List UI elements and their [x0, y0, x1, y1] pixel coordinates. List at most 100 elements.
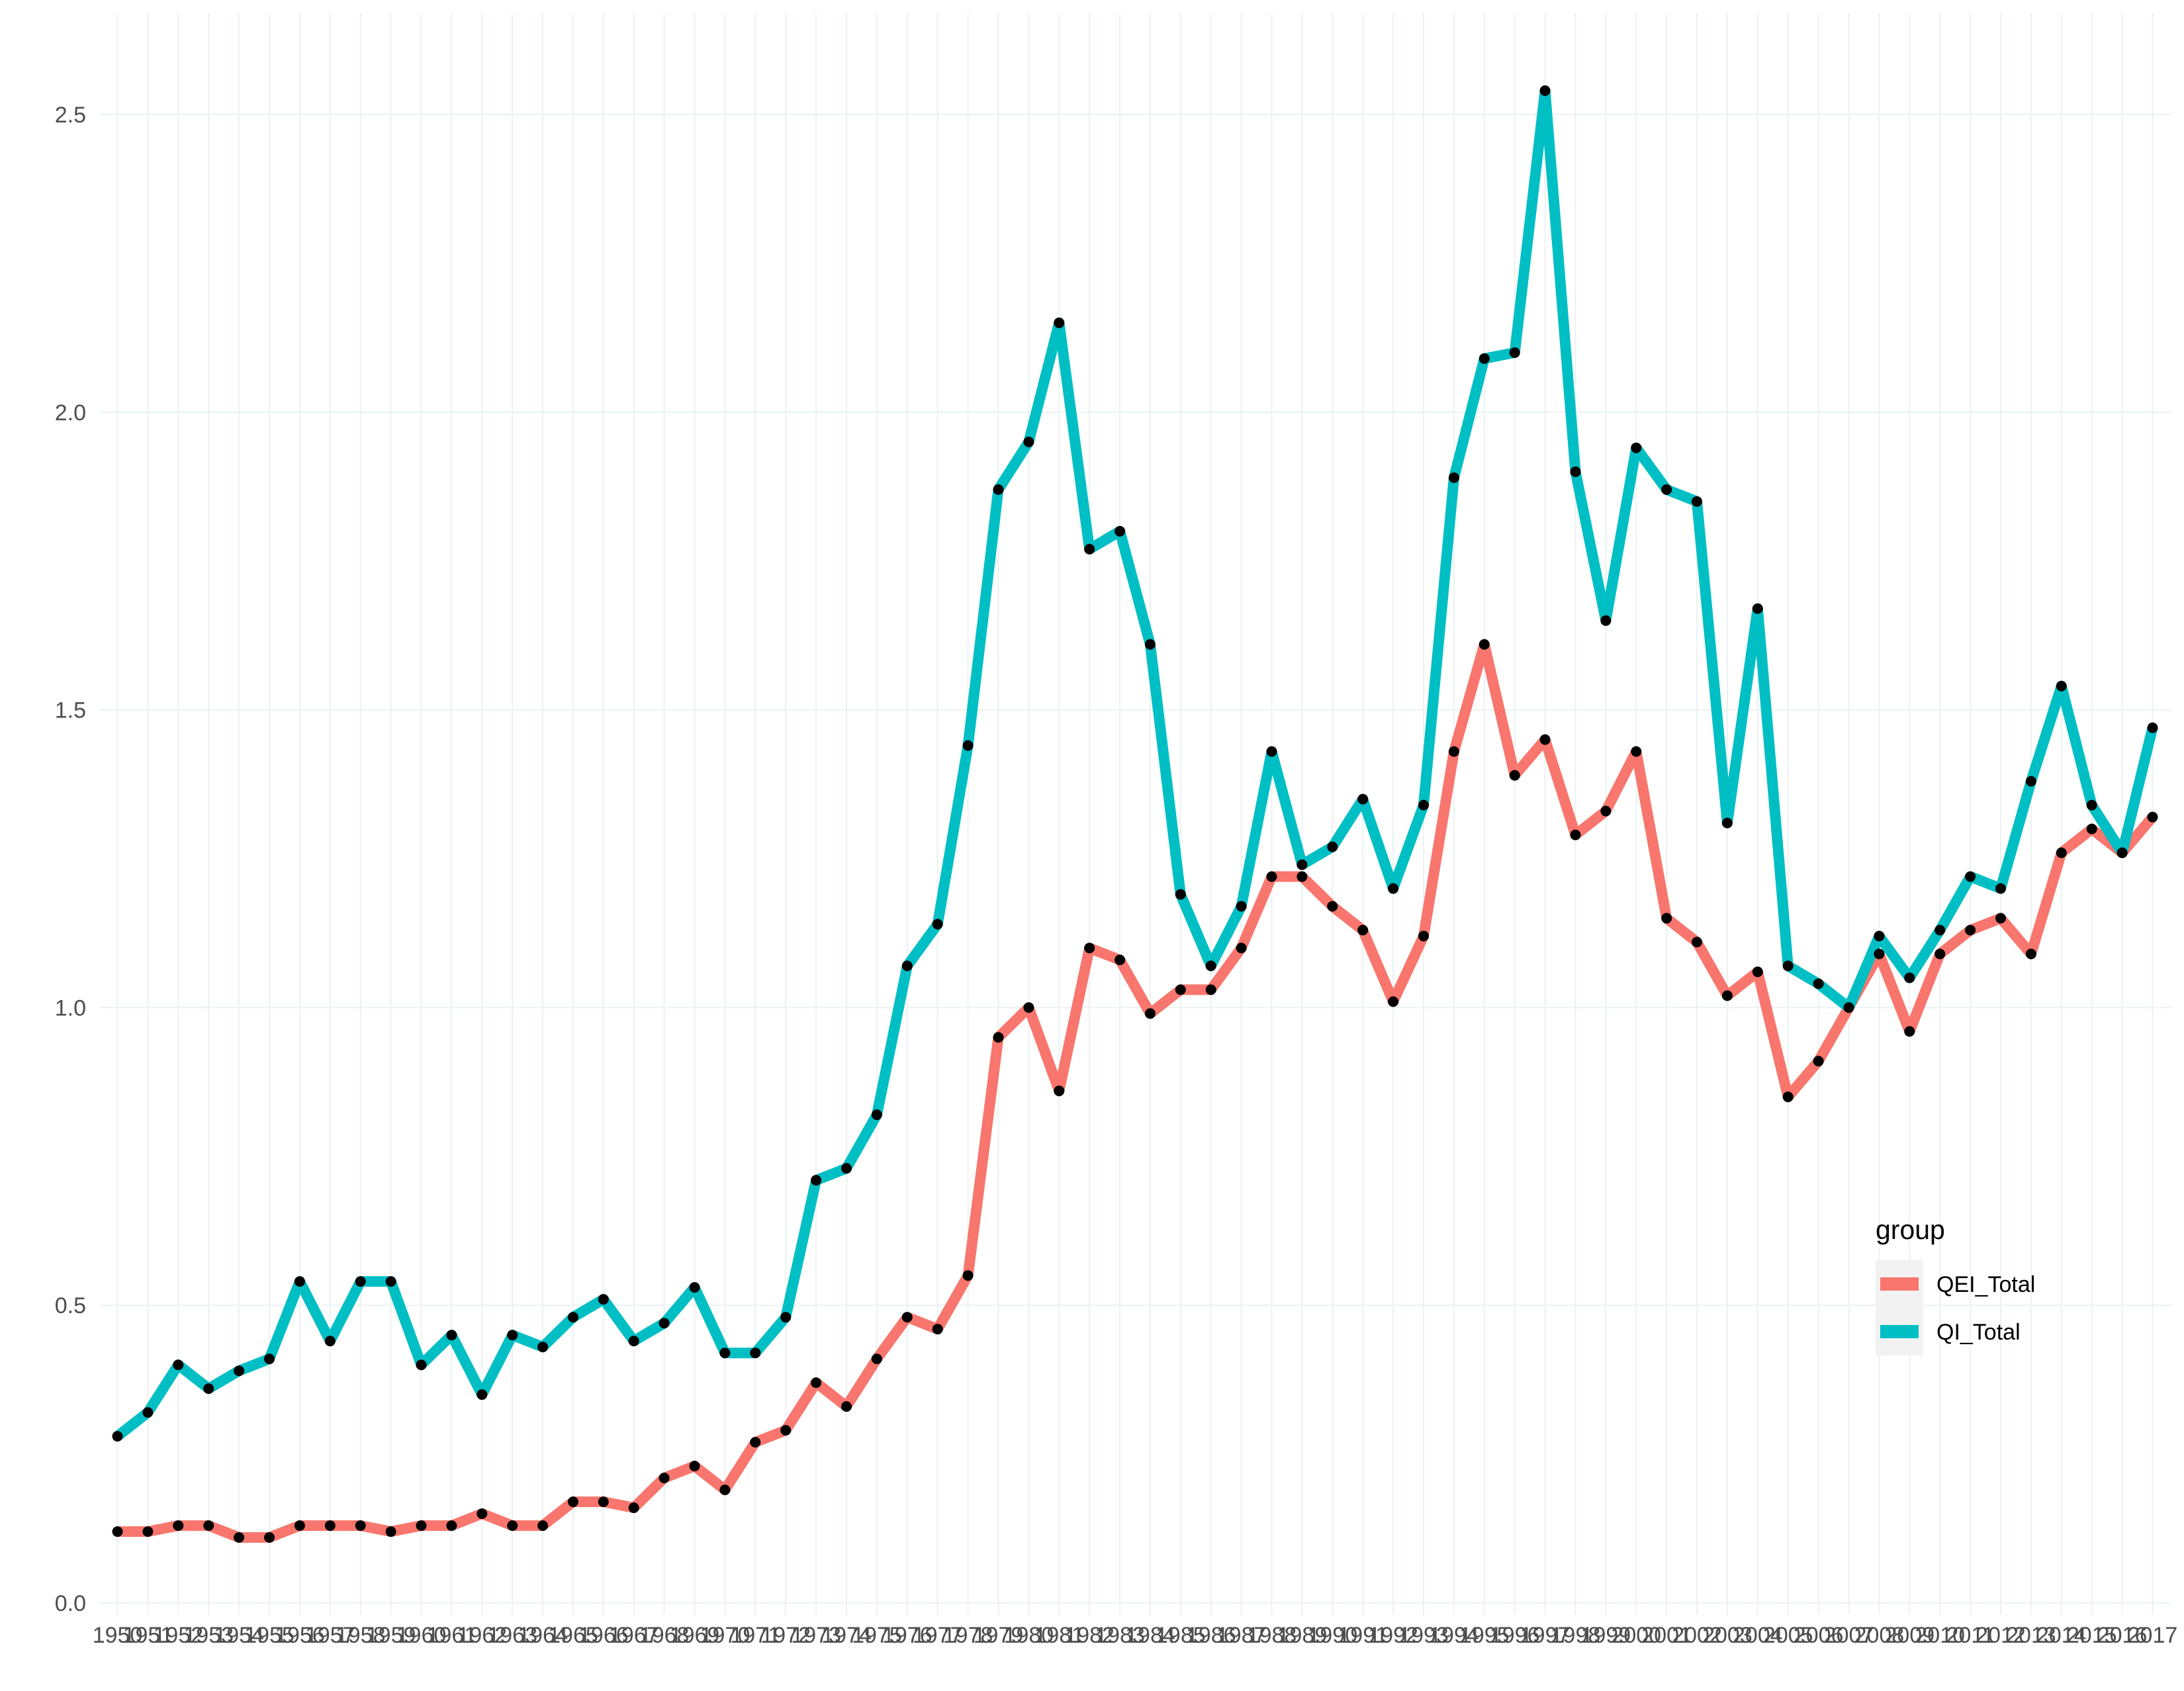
data-point-qei-total	[2025, 948, 2036, 960]
x-tick-label: 2007	[1824, 1623, 1874, 1648]
data-point-qi-total	[568, 1312, 578, 1323]
data-point-qei-total	[598, 1496, 609, 1508]
data-point-qei-total	[385, 1526, 396, 1537]
data-point-qei-total	[537, 1520, 549, 1531]
data-point-qi-total	[1479, 353, 1490, 364]
data-point-qei-total	[477, 1508, 488, 1520]
data-point-qi-total	[1843, 1002, 1854, 1013]
x-tick-label: 2008	[1854, 1623, 1905, 1648]
data-point-qei-total	[234, 1532, 245, 1543]
data-point-qi-total	[1205, 960, 1216, 972]
data-point-qei-total	[1995, 913, 2006, 924]
data-point-qi-total	[173, 1359, 184, 1371]
data-point-qei-total	[1054, 1085, 1065, 1097]
x-tick-label: 1954	[214, 1623, 264, 1648]
data-point-qei-total	[1904, 1026, 1915, 1037]
y-tick-label: 1.5	[55, 698, 86, 723]
data-point-qi-total	[1661, 484, 1672, 495]
data-point-qei-total	[811, 1377, 822, 1389]
data-point-qi-total	[1965, 871, 1976, 882]
x-tick-label: 1955	[244, 1623, 295, 1648]
x-tick-label: 1997	[1520, 1623, 1570, 1648]
x-tick-label: 1952	[154, 1623, 204, 1648]
data-point-qi-total	[142, 1407, 154, 1418]
x-tick-label: 1956	[275, 1623, 325, 1648]
data-point-qi-total	[446, 1330, 457, 1341]
x-tick-label: 1975	[852, 1623, 902, 1648]
x-tick-label: 1958	[336, 1623, 386, 1648]
data-point-qi-total	[2025, 776, 2036, 787]
data-point-qei-total	[719, 1485, 731, 1496]
data-point-qei-total	[750, 1437, 761, 1448]
x-tick-label: 1984	[1125, 1623, 1175, 1648]
data-point-qei-total	[1965, 925, 1976, 936]
data-point-qei-total	[1479, 639, 1490, 650]
data-point-qi-total	[1782, 960, 1794, 972]
data-point-qi-total	[1115, 526, 1126, 537]
series-line-qei-total	[117, 639, 2157, 1543]
data-point-qi-total	[1813, 978, 1824, 989]
legend-label-qei-total: QEI_Total	[1936, 1272, 2035, 1297]
data-point-qei-total	[1084, 942, 1095, 954]
x-tick-label: 1994	[1429, 1623, 1479, 1648]
data-point-qei-total	[1813, 1056, 1824, 1067]
x-tick-label: 1977	[913, 1623, 963, 1648]
x-tick-label: 2010	[1915, 1623, 1965, 1648]
x-tick-label: 1972	[760, 1623, 811, 1648]
x-tick-label: 1987	[1216, 1623, 1267, 1648]
x-tick-label: 2013	[2006, 1623, 2056, 1648]
data-point-qi-total	[507, 1330, 518, 1341]
data-point-qi-total	[659, 1318, 670, 1329]
x-tick-label: 1996	[1490, 1623, 1540, 1648]
data-point-qei-total	[1631, 746, 1642, 757]
x-tick-label: 1985	[1156, 1623, 1206, 1648]
x-tick-label: 2002	[1672, 1623, 1722, 1648]
data-point-qei-total	[1448, 746, 1459, 757]
data-point-qei-total	[1782, 1091, 1794, 1103]
x-tick-label: 1971	[730, 1623, 780, 1648]
data-point-qi-total	[1175, 889, 1186, 900]
x-tick-label: 1959	[366, 1623, 416, 1648]
data-point-qei-total	[780, 1425, 792, 1436]
data-point-qei-total	[355, 1520, 366, 1531]
x-tick-label: 2004	[1733, 1623, 1783, 1648]
data-point-qi-total	[1509, 347, 1520, 358]
data-point-qi-total	[1388, 883, 1399, 894]
x-tick-label: 1950	[93, 1623, 143, 1648]
data-point-qei-total	[2147, 811, 2158, 823]
data-point-qi-total	[1934, 925, 1946, 936]
data-point-qi-total	[932, 919, 943, 930]
x-tick-label: 1953	[183, 1623, 234, 1648]
data-point-qi-total	[1418, 800, 1429, 811]
x-tick-label: 1951	[123, 1623, 173, 1648]
data-point-qi-total	[962, 740, 974, 751]
data-point-qei-total	[841, 1401, 852, 1412]
data-point-qi-total	[2116, 847, 2128, 858]
gridlines	[99, 13, 2171, 1615]
y-tick-label: 2.5	[55, 103, 86, 128]
data-point-qi-total	[780, 1312, 792, 1323]
data-points	[112, 85, 2158, 1543]
data-point-qi-total	[1297, 859, 1308, 870]
x-tick-label: 2017	[2128, 1623, 2178, 1648]
x-tick-label: 2001	[1641, 1623, 1692, 1648]
data-point-qei-total	[446, 1520, 457, 1531]
data-point-qi-total	[871, 1109, 882, 1120]
data-point-qei-total	[1023, 1002, 1034, 1013]
data-point-qei-total	[1874, 948, 1885, 960]
data-point-qi-total	[811, 1175, 822, 1186]
data-point-qei-total	[1205, 984, 1216, 995]
data-point-qi-total	[1236, 901, 1247, 912]
data-point-qi-total	[841, 1163, 852, 1174]
data-point-qei-total	[1570, 829, 1581, 841]
data-point-qi-total	[1084, 543, 1095, 555]
data-point-qei-total	[1934, 948, 1946, 960]
x-tick-label: 2015	[2067, 1623, 2117, 1648]
x-tick-label: 1970	[700, 1623, 751, 1648]
data-point-qei-total	[2056, 847, 2067, 858]
data-point-qei-total	[264, 1532, 275, 1543]
data-point-qi-total	[416, 1359, 427, 1371]
data-point-qei-total	[1721, 990, 1733, 1001]
data-point-qi-total	[1539, 85, 1551, 96]
